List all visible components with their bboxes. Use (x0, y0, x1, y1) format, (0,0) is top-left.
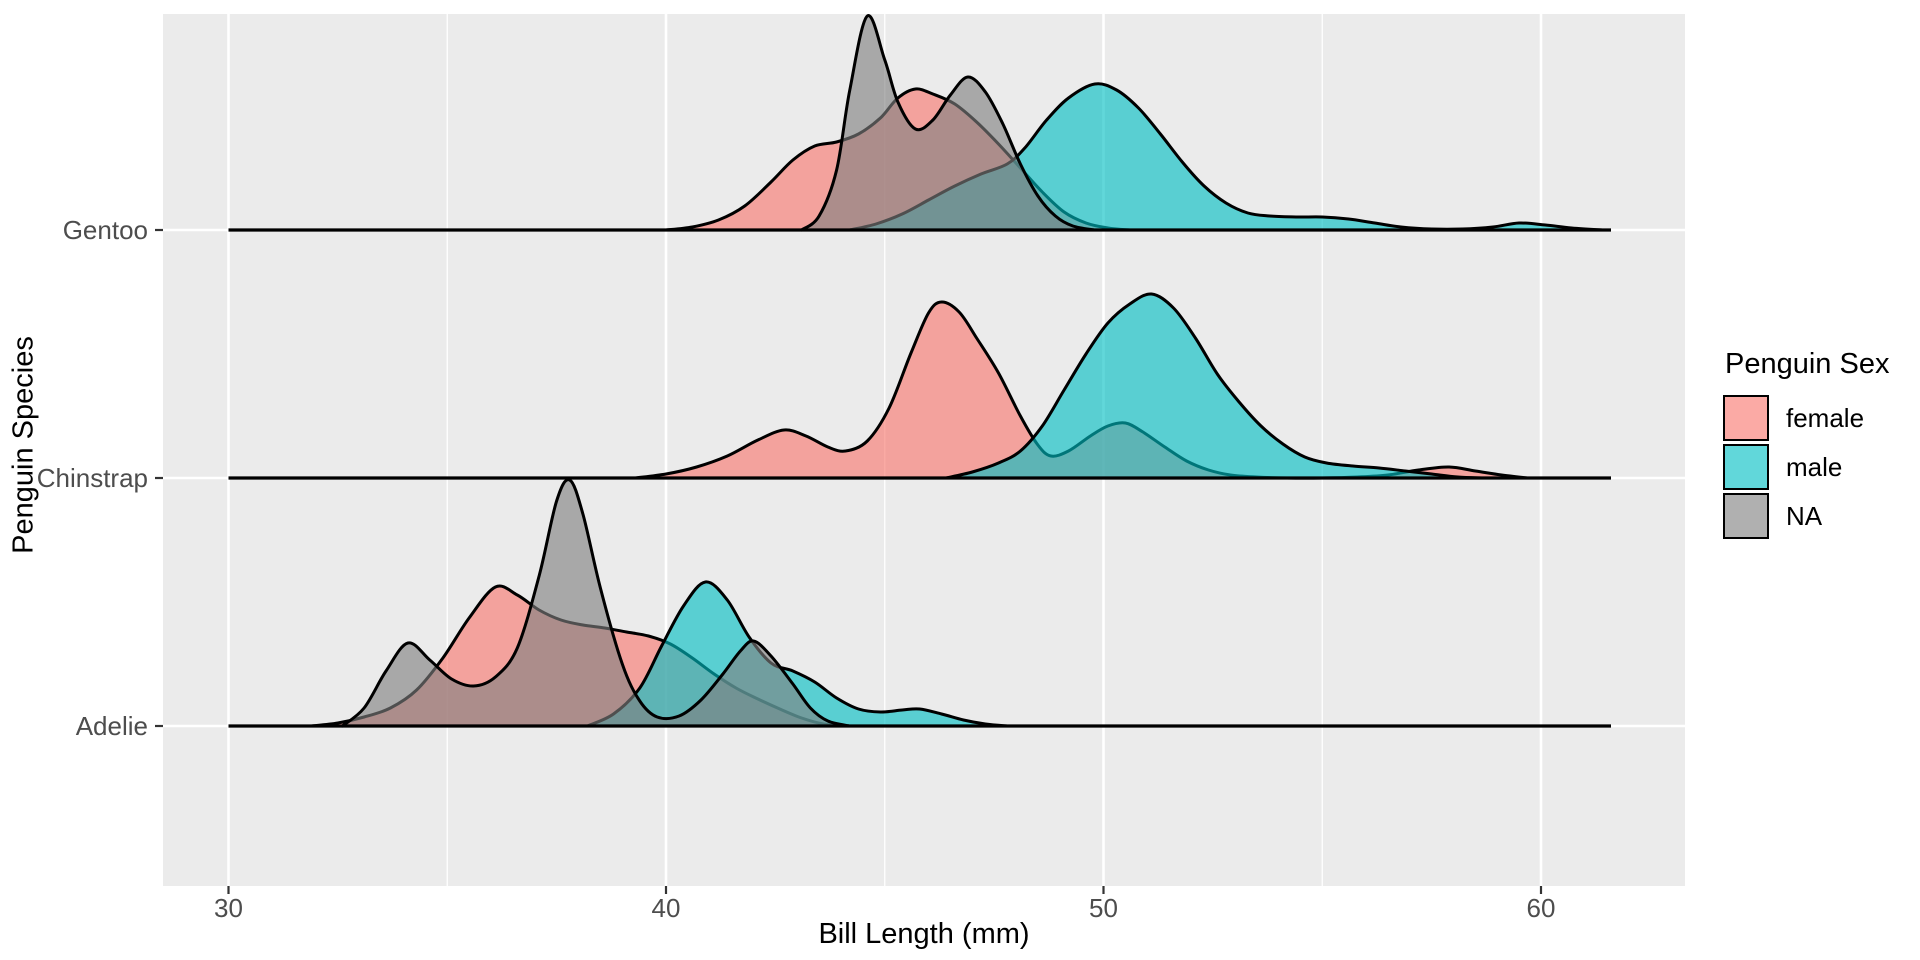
legend-entries: female male NA (1723, 395, 1889, 539)
ridge-fill-Adelie-NA (342, 479, 850, 726)
ridge-outline-Adelie-NA (340, 478, 852, 728)
legend-label: NA (1786, 500, 1823, 531)
x-axis-title: Bill Length (mm) (818, 918, 1030, 950)
legend: Penguin Sex female male NA (1723, 348, 1889, 542)
y-axis-title: Penguin Species (7, 336, 40, 554)
x-tick-label: 30 (214, 893, 243, 923)
legend-entry-NA: NA (1723, 493, 1889, 539)
ridge-fill-Adelie-male (587, 581, 1008, 726)
ridge-outline-Adelie-male (585, 580, 1009, 728)
ridge-fill-Chinstrap-male (946, 293, 1485, 478)
ridge-outline-Chinstrap-male (944, 292, 1486, 480)
x-tick-label: 50 (1089, 893, 1118, 923)
x-tick-label: 40 (652, 893, 681, 923)
legend-label: male (1786, 451, 1843, 482)
y-tick-label: Gentoo (63, 215, 148, 245)
legend-swatch-NA (1723, 493, 1769, 539)
ridge-fill-Gentoo-NA (801, 15, 1095, 231)
legend-title: Penguin Sex (1725, 348, 1890, 380)
legend-entry-female: female (1723, 395, 1889, 441)
legend-entry-male: male (1723, 444, 1889, 490)
legend-swatch-male (1723, 444, 1769, 490)
legend-label: female (1786, 402, 1865, 433)
y-tick-label: Chinstrap (37, 463, 148, 493)
legend-swatch-female (1723, 395, 1769, 441)
ridge-outline-Gentoo-NA (800, 14, 1097, 232)
x-tick-label: 60 (1527, 893, 1556, 923)
y-tick-label: Adelie (76, 711, 148, 741)
